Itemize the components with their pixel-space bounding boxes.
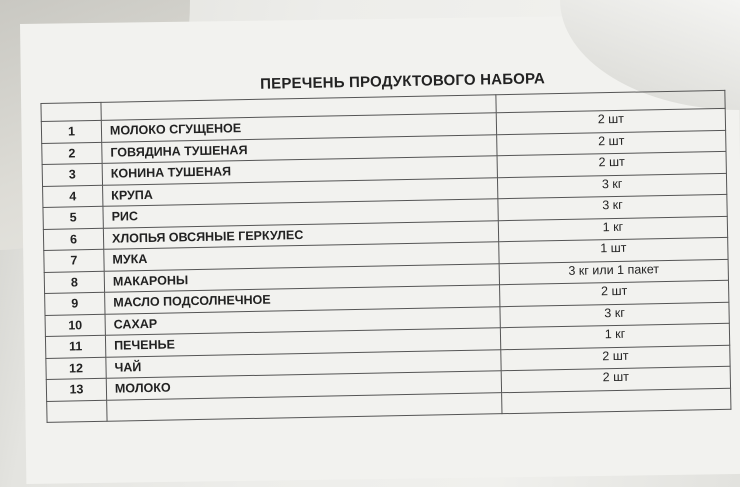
- cell-num: 8: [44, 270, 105, 294]
- cell-num: 11: [45, 335, 106, 358]
- cell-num: 7: [43, 249, 105, 272]
- header-cell-num: [40, 102, 102, 122]
- cell-num: 10: [45, 313, 106, 337]
- cell-num: 13: [46, 378, 107, 401]
- cell-num: 1: [41, 120, 102, 143]
- cell-num: 12: [45, 356, 107, 380]
- cell-num: 3: [42, 163, 103, 186]
- cell-num: 5: [42, 206, 104, 229]
- document: ПЕРЕЧЕНЬ ПРОДУКТОВОГО НАБОРА 1 МОЛОКО СГУ…: [40, 67, 731, 423]
- product-table: 1 МОЛОКО СГУЩЕНОЕ 2 шт 2 ГОВЯДИНА ТУШЕНАЯ 2 ш…: [40, 90, 731, 423]
- cell-num: 6: [43, 227, 104, 251]
- cell-num: 9: [44, 292, 106, 315]
- cell-empty: [501, 387, 731, 414]
- cell-num: 2: [41, 141, 103, 165]
- cell-num: 4: [42, 184, 103, 208]
- cell-empty: [46, 399, 108, 423]
